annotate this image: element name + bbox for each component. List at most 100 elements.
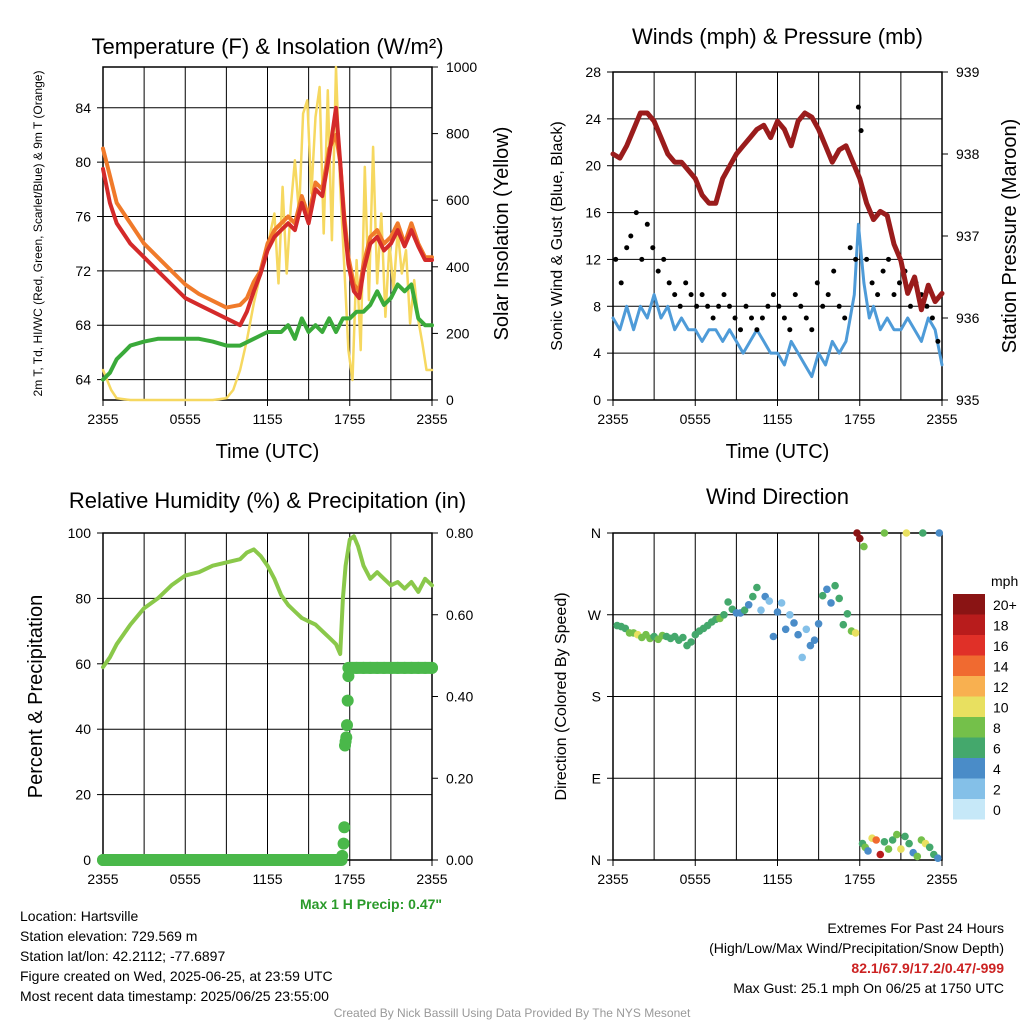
- gust-point: [655, 268, 661, 274]
- gust-point: [855, 104, 861, 110]
- gust-point: [738, 327, 743, 333]
- gust-point: [688, 292, 694, 298]
- extremes-subtitle: (High/Low/Max Wind/Precipitation/Snow De…: [709, 940, 1004, 956]
- direction-point: [902, 529, 911, 537]
- y-tick-label: 4: [593, 345, 601, 361]
- panel-3: 2355 0555 1155 1755 2355 N E S W N Wind Direction D…: [553, 484, 958, 887]
- y-tick-label: 8: [593, 298, 601, 314]
- y-tick-label: 20: [75, 787, 91, 803]
- direction-point: [740, 606, 749, 614]
- location-text: Location: Hartsville: [20, 908, 139, 924]
- gust-point: [754, 327, 760, 333]
- y-axis-label: 2m T, Td, HI/WC (Red, Green, Scarlet/Blu…: [31, 71, 45, 397]
- direction-point: [773, 608, 782, 616]
- y2-tick-label: 400: [446, 259, 470, 275]
- station-info: Location: Hartsville Station elevation: …: [20, 906, 333, 1006]
- gust-point: [787, 327, 793, 333]
- direction-point: [724, 598, 732, 606]
- x-tick-label: 2355: [87, 871, 118, 887]
- t9m-line: [101, 133, 434, 310]
- y2-tick-label: 937: [956, 228, 980, 244]
- t2m-line: [101, 105, 434, 328]
- max-precip-annotation: Max 1 H Precip: 0.47": [300, 896, 443, 912]
- x-tick-label: 2355: [597, 411, 628, 427]
- gust-point: [781, 315, 787, 321]
- y-axis-label: Sonic Wind & Gust (Blue, Black): [549, 121, 566, 350]
- x-tick-label: 2355: [416, 871, 447, 887]
- colorbar-swatch: [953, 717, 985, 738]
- gust-point: [644, 221, 650, 227]
- precip-point: [341, 719, 353, 732]
- created-text: Figure created on Wed, 2025-06-25, at 23…: [20, 968, 333, 984]
- direction-point: [823, 585, 831, 594]
- direction-point: [835, 594, 843, 603]
- y-tick-label: 80: [75, 154, 91, 170]
- y2-tick-label: 0.20: [446, 770, 473, 786]
- x-tick-label: 1155: [252, 871, 282, 887]
- credit-text: Created By Nick Bassill Using Data Provi…: [333, 1006, 691, 1020]
- colorbar-swatch: [953, 799, 985, 820]
- direction-point: [905, 839, 913, 848]
- y-tick-label: 12: [585, 251, 601, 267]
- x-tick-label: 2355: [926, 411, 957, 427]
- plot-frame: [102, 66, 433, 401]
- direction-point: [753, 583, 761, 592]
- y-tick-label: 20: [585, 158, 601, 174]
- y-tick-label: 40: [75, 721, 91, 737]
- rh-line: [101, 534, 434, 670]
- gust-point: [721, 292, 727, 298]
- direction-point: [839, 620, 848, 629]
- td-line: [101, 282, 434, 382]
- insolation-line: [101, 65, 434, 402]
- x-axis-label: Time (UTC): [726, 441, 830, 463]
- colorbar-label: 12: [993, 679, 1009, 695]
- gust-point: [650, 245, 656, 251]
- max-gust-text: Max Gust: 25.1 mph On 06/25 at 1750 UTC: [733, 980, 1004, 996]
- y2-tick-label: 935: [956, 392, 980, 408]
- direction-point: [814, 620, 823, 628]
- direction-point: [919, 529, 927, 537]
- colorbar: mph 20+ 18 16 14 12 10 8 6 4 2 0: [953, 573, 1018, 820]
- gust-point: [694, 303, 700, 309]
- direction-point: [810, 636, 819, 644]
- gust-point: [618, 280, 624, 286]
- gust-point: [858, 128, 864, 134]
- gust-point: [809, 327, 815, 333]
- panel-1: 2355 0555 1155 1755 2355 0 4 8 12 16 20 24 28 935 936 9…: [549, 24, 1021, 463]
- direction-point: [884, 845, 893, 853]
- direction-point: [880, 838, 889, 846]
- gust-point: [880, 268, 886, 274]
- precip-point: [340, 731, 353, 744]
- x-tick-label: 0555: [170, 871, 201, 887]
- direction-point: [744, 601, 753, 609]
- colorbar-swatch: [953, 594, 985, 615]
- precip-point: [337, 837, 350, 850]
- gust-point: [935, 338, 941, 344]
- gust-point: [886, 256, 891, 262]
- gust-point: [798, 303, 804, 309]
- direction-point: [806, 641, 815, 650]
- x-axis-label: Time (UTC): [216, 441, 320, 463]
- gust-point: [836, 303, 842, 309]
- gust-point: [875, 292, 881, 298]
- direction-point: [781, 625, 790, 634]
- gust-point: [924, 303, 930, 309]
- x-tick-label: 2355: [597, 871, 628, 887]
- direction-point: [893, 830, 901, 839]
- colorbar-label: 2: [993, 782, 1001, 798]
- y2-tick-label: 0.00: [446, 852, 473, 868]
- y-tick-label: W: [588, 607, 602, 623]
- plot-frame: [612, 71, 943, 401]
- direction-point: [749, 592, 757, 601]
- gust-point: [624, 245, 630, 251]
- gust-point: [732, 315, 738, 321]
- panel-2: 2355 0555 1155 1755 2355 0 20 40 60 80 100 0.00 0.20…: [25, 488, 473, 887]
- direction-point: [777, 599, 786, 607]
- x-tick-label: 1755: [844, 871, 875, 887]
- direction-point: [802, 625, 811, 634]
- gust-point: [803, 315, 809, 321]
- direction-point: [925, 843, 934, 852]
- gust-point: [853, 256, 859, 262]
- y-tick-label: 72: [75, 263, 91, 279]
- direction-point: [901, 832, 909, 841]
